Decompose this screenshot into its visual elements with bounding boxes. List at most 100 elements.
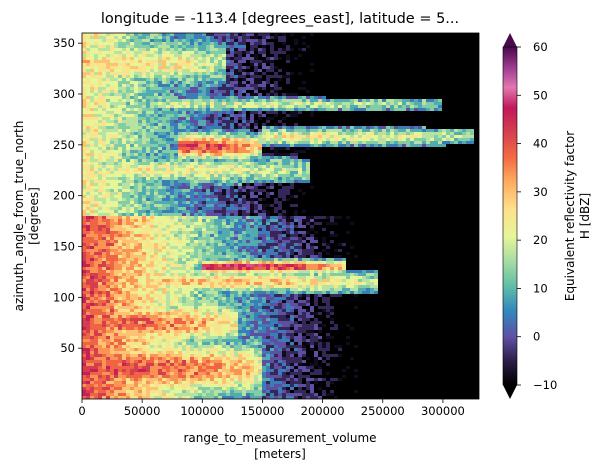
echo-cell [322, 141, 326, 144]
echo-cell [98, 201, 102, 204]
echo-cell [290, 363, 294, 366]
echo-cell [94, 189, 98, 192]
echo-cell [310, 288, 314, 291]
echo-cell [174, 360, 178, 363]
echo-cell [174, 210, 178, 213]
echo-cell [282, 165, 294, 168]
echo-cell [134, 180, 138, 183]
echo-cell [214, 207, 222, 210]
echo-cell [290, 261, 294, 264]
echo-cell [214, 186, 222, 189]
echo-cell [178, 258, 182, 261]
echo-cell [186, 117, 190, 120]
echo-cell [102, 330, 106, 333]
echo-cell [206, 360, 210, 363]
echo-cell [130, 300, 134, 303]
echo-cell [206, 135, 210, 138]
echo-cell [314, 138, 318, 141]
echo-cell [126, 348, 130, 351]
echo-cell [226, 243, 230, 246]
echo-cell [322, 135, 330, 138]
echo-cell [90, 336, 94, 339]
echo-cell [142, 312, 146, 315]
echo-cell [158, 78, 162, 81]
echo-cell [318, 252, 322, 255]
echo-cell [226, 69, 230, 72]
echo-cell [226, 279, 230, 282]
echo-cell [150, 207, 158, 210]
echo-cell [310, 219, 314, 222]
echo-cell [314, 276, 322, 279]
echo-cell [82, 282, 86, 285]
echo-cell [110, 321, 118, 324]
echo-cell [94, 363, 102, 366]
echo-cell [282, 228, 286, 231]
echo-cell [274, 108, 278, 111]
echo-cell [230, 168, 234, 171]
echo-cell [298, 285, 302, 288]
echo-cell [302, 96, 306, 99]
echo-cell [162, 111, 178, 114]
echo-cell [138, 114, 146, 117]
echo-cell [318, 273, 322, 276]
echo-cell [194, 363, 198, 366]
echo-cell [274, 258, 278, 261]
echo-cell [138, 198, 142, 201]
echo-cell [174, 72, 178, 75]
echo-cell [186, 198, 190, 201]
echo-cell [146, 168, 150, 171]
echo-cell [322, 102, 326, 105]
echo-cell [250, 291, 254, 294]
echo-cell [230, 279, 234, 282]
echo-cell [142, 306, 146, 309]
echo-cell [226, 189, 230, 192]
echo-cell [306, 135, 310, 138]
echo-cell [130, 309, 134, 312]
echo-cell [214, 375, 218, 378]
echo-cell [270, 174, 274, 177]
echo-cell [182, 303, 194, 306]
echo-cell [306, 105, 310, 108]
echo-cell [202, 81, 206, 84]
echo-cell [262, 375, 266, 378]
echo-cell [250, 282, 254, 285]
echo-cell [250, 195, 258, 198]
echo-cell [158, 141, 166, 144]
echo-cell [362, 276, 366, 279]
echo-cell [154, 111, 158, 114]
echo-cell [198, 351, 202, 354]
echo-cell [238, 324, 246, 327]
echo-cell [182, 357, 190, 360]
echo-cell [90, 204, 94, 207]
echo-cell [322, 228, 326, 231]
echo-cell [230, 81, 238, 84]
echo-cell [290, 354, 294, 357]
echo-cell [278, 345, 286, 348]
echo-cell [178, 36, 186, 39]
echo-cell [142, 219, 146, 222]
echo-cell [354, 108, 366, 111]
echo-cell [226, 330, 230, 333]
echo-cell [226, 222, 230, 225]
echo-cell [330, 138, 334, 141]
echo-cell [134, 78, 146, 81]
echo-cell [146, 48, 150, 51]
echo-cell [226, 129, 234, 132]
echo-cell [174, 234, 178, 237]
echo-cell [286, 282, 290, 285]
echo-cell [318, 345, 322, 348]
echo-cell [266, 330, 278, 333]
echo-cell [82, 300, 86, 303]
echo-cell [234, 54, 238, 57]
echo-cell [146, 66, 150, 69]
echo-cell [230, 174, 234, 177]
echo-cell [186, 330, 190, 333]
echo-cell [190, 210, 194, 213]
echo-cell [370, 138, 374, 141]
echo-cell [146, 171, 158, 174]
echo-cell [278, 318, 290, 321]
echo-cell [202, 366, 206, 369]
echo-cell [254, 264, 258, 267]
echo-cell [310, 258, 314, 261]
echo-cell [246, 96, 254, 99]
